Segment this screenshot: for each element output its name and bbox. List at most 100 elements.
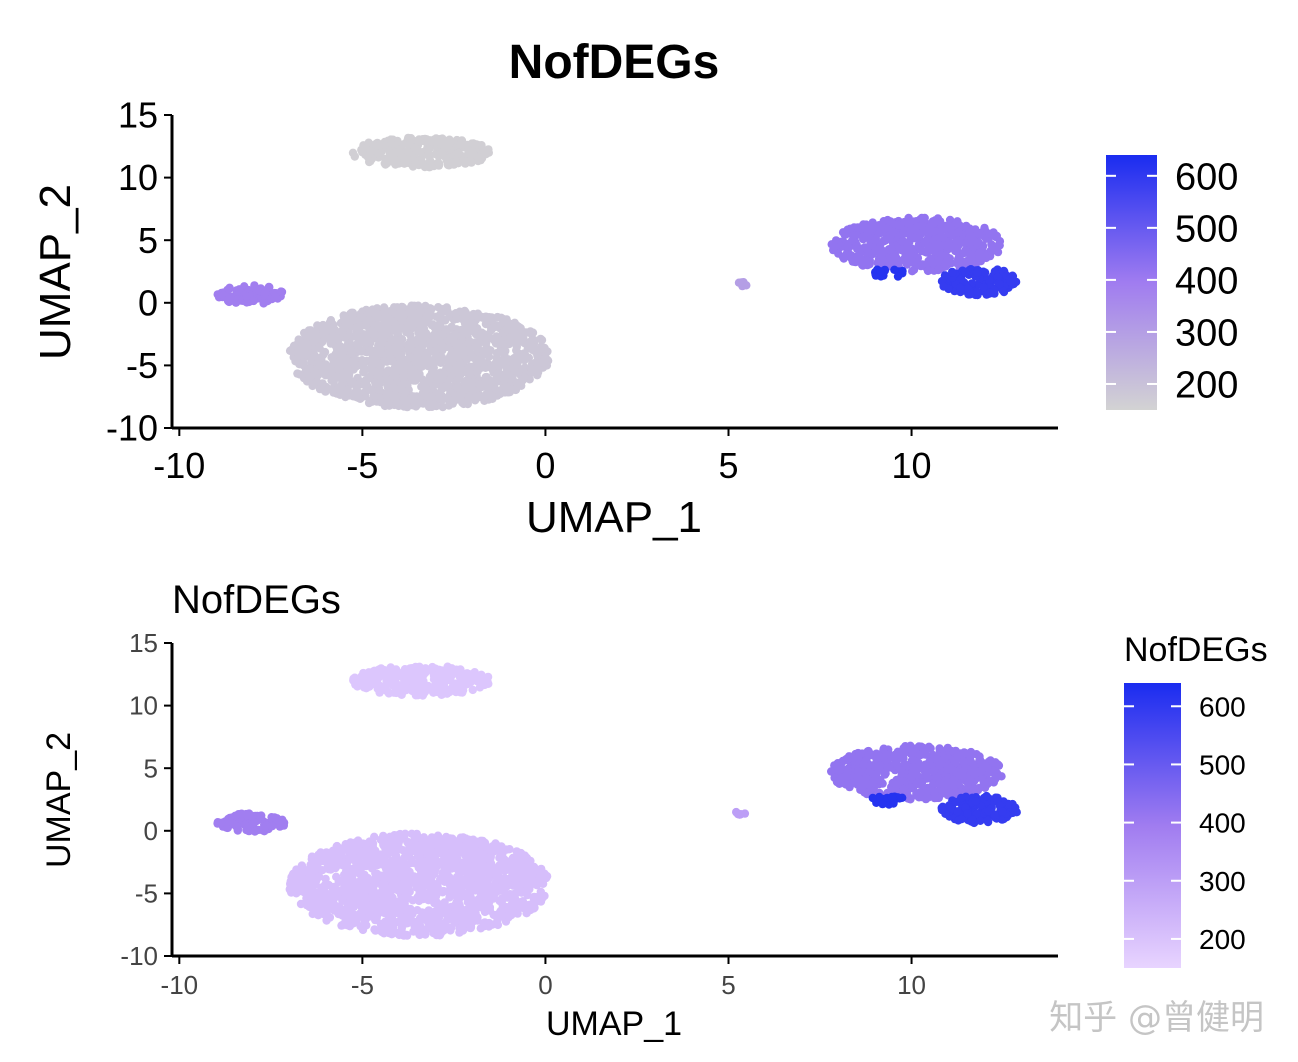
data-point — [394, 845, 403, 854]
data-point — [416, 664, 426, 674]
data-point — [887, 244, 896, 253]
data-point — [394, 831, 403, 840]
data-point — [939, 754, 949, 763]
data-point — [364, 912, 374, 921]
data-point — [518, 334, 527, 343]
data-point — [469, 385, 478, 395]
data-point — [368, 902, 378, 911]
data-point — [959, 248, 968, 258]
data-point — [970, 770, 980, 779]
data-point — [973, 268, 982, 277]
data-point — [456, 140, 466, 149]
data-point — [391, 928, 401, 937]
data-point — [359, 668, 368, 678]
data-point — [371, 378, 380, 387]
data-point — [358, 358, 367, 367]
data-point — [445, 923, 455, 933]
data-point — [891, 254, 900, 263]
data-point — [373, 313, 383, 322]
data-point — [314, 850, 323, 859]
data-point — [447, 838, 456, 847]
data-point — [934, 240, 943, 249]
data-point — [513, 368, 523, 377]
data-point — [953, 750, 962, 760]
data-point — [840, 230, 849, 240]
data-point — [370, 832, 379, 841]
data-point — [962, 221, 971, 231]
data-point — [441, 382, 451, 391]
data-point — [433, 831, 443, 840]
data-point — [536, 334, 545, 344]
data-point — [488, 842, 497, 851]
data-point — [299, 358, 308, 367]
x-tick-label: 0 — [535, 445, 555, 486]
data-point — [343, 870, 352, 879]
data-point — [832, 777, 842, 787]
data-point — [477, 328, 486, 337]
data-point — [313, 331, 322, 341]
data-point — [235, 285, 244, 294]
data-point — [434, 393, 443, 403]
data-point — [871, 762, 880, 771]
data-point — [392, 680, 402, 689]
data-point — [325, 336, 335, 345]
data-point — [403, 672, 412, 681]
data-point — [270, 288, 279, 298]
data-point — [878, 799, 887, 809]
data-point — [894, 221, 903, 230]
data-point — [446, 350, 456, 359]
data-point — [408, 336, 417, 345]
data-point — [443, 160, 453, 170]
data-point — [344, 372, 353, 381]
data-point — [439, 135, 448, 144]
data-point — [376, 888, 385, 898]
data-point — [523, 857, 532, 867]
data-point — [893, 272, 903, 281]
data-point — [311, 899, 320, 908]
data-point — [871, 236, 880, 245]
data-point — [435, 929, 445, 939]
data-point — [893, 747, 902, 756]
data-point — [978, 242, 988, 251]
data-point — [979, 283, 988, 292]
data-point — [867, 249, 877, 259]
data-point — [409, 365, 418, 374]
data-point — [363, 151, 372, 161]
data-point — [457, 672, 466, 681]
chart-title: NofDEGs — [509, 36, 720, 89]
data-point — [410, 831, 420, 840]
data-point — [924, 242, 933, 252]
data-point — [442, 689, 452, 698]
data-point — [489, 323, 498, 332]
data-point — [997, 772, 1006, 781]
data-point — [904, 253, 914, 263]
data-point — [519, 868, 528, 877]
data-point — [432, 847, 441, 857]
data-point — [742, 281, 751, 290]
data-point — [532, 881, 542, 890]
data-point — [386, 354, 396, 363]
data-point — [485, 862, 494, 871]
data-point — [443, 393, 452, 402]
colorbar-label: 600 — [1175, 156, 1238, 198]
data-point — [434, 899, 443, 909]
data-point — [463, 326, 472, 336]
data-point — [478, 351, 487, 360]
data-point — [267, 813, 276, 822]
data-point — [352, 388, 361, 397]
data-point — [472, 864, 481, 874]
data-point — [496, 875, 505, 885]
data-point — [268, 822, 277, 831]
data-point — [229, 819, 238, 829]
data-point — [736, 810, 746, 819]
data-point — [381, 369, 391, 378]
data-point — [500, 375, 509, 385]
data-point — [868, 793, 877, 803]
data-point — [843, 766, 852, 776]
data-point — [293, 369, 302, 378]
data-point — [461, 384, 470, 394]
data-point — [415, 914, 425, 923]
data-point — [902, 243, 912, 252]
data-point — [343, 319, 352, 328]
